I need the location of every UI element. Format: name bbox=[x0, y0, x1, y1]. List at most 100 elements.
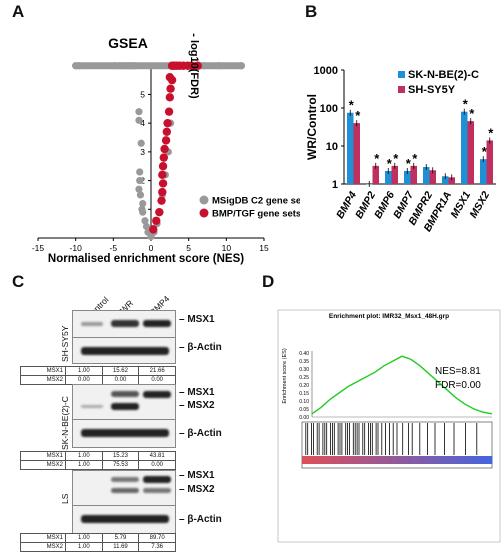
panel-label-a: A bbox=[12, 2, 25, 21]
volcano-chart: GSEA -15-10-5051015123456 - log10(FDR) N… bbox=[32, 33, 300, 265]
enrichment-title: Enrichment plot: IMR32_Msx1_48H.grp bbox=[329, 313, 449, 320]
legend-label-msigdb: MSigDB C2 gene sets bbox=[212, 196, 300, 207]
band bbox=[143, 476, 171, 483]
y-axis-label: WR/Control bbox=[305, 94, 319, 160]
band-label-msx1: – MSX1 bbox=[179, 387, 215, 398]
x-tick-label: 15 bbox=[259, 243, 269, 253]
rank-gradient bbox=[321, 456, 327, 464]
blot-ls bbox=[72, 470, 176, 534]
scatter-point-bmp bbox=[152, 216, 161, 225]
significance-star: * bbox=[387, 156, 393, 171]
table-row: MSX1 1.00 15.62 21.66 bbox=[20, 366, 176, 376]
rank-gradient bbox=[487, 456, 493, 464]
significance-star: * bbox=[469, 106, 475, 121]
rank-gradient bbox=[425, 456, 431, 464]
band-label-actin: – β-Actin bbox=[179, 514, 222, 525]
bar-msx2-skn bbox=[480, 159, 487, 184]
rank-gradient bbox=[392, 456, 398, 464]
bar-bmp6-shsy bbox=[391, 165, 398, 184]
scatter-point-msigdb bbox=[137, 139, 145, 147]
scatter-point-msigdb bbox=[139, 208, 147, 216]
rank-gradient bbox=[311, 456, 317, 464]
category-label: MSX2 bbox=[467, 189, 492, 220]
rank-gradient bbox=[397, 456, 403, 464]
scatter-point-bmp bbox=[155, 207, 164, 217]
band bbox=[111, 477, 139, 482]
rank-gradient bbox=[444, 456, 450, 464]
scatter-point-bmp bbox=[159, 153, 169, 162]
rank-gradient bbox=[439, 456, 445, 464]
y-tick-label: 3 bbox=[140, 147, 145, 157]
significance-star: * bbox=[374, 151, 380, 166]
bar-bmpr1a-shsy bbox=[448, 177, 455, 184]
significance-star: * bbox=[393, 151, 399, 166]
band bbox=[143, 391, 171, 398]
legend-marker-grey bbox=[199, 195, 209, 205]
panel-label-c: C bbox=[12, 272, 25, 291]
bar-bmp7-skn bbox=[404, 170, 411, 184]
panel-label-d: D bbox=[262, 272, 275, 291]
scatter-point-bmp bbox=[160, 144, 169, 154]
rank-gradient bbox=[473, 456, 479, 464]
chart-a-xlabel: Normalised enrichment score (NES) bbox=[48, 253, 244, 265]
table-row: MSX1 1.00 15.23 43.81 bbox=[20, 451, 176, 461]
x-tick-label: -15 bbox=[32, 243, 45, 253]
scatter-point-bmp bbox=[158, 162, 168, 171]
bar-msx1-shsy bbox=[467, 121, 474, 184]
scatter-point-bmp bbox=[165, 73, 175, 82]
x-tick-label: 5 bbox=[186, 243, 191, 253]
band-label-msx2: – MSX2 bbox=[179, 400, 215, 411]
rank-gradient bbox=[406, 456, 412, 464]
rank-gradient bbox=[340, 456, 346, 464]
band bbox=[111, 403, 139, 410]
legend-label-shsy: SH-SY5Y bbox=[408, 84, 456, 96]
band bbox=[81, 429, 169, 437]
rank-gradient bbox=[354, 456, 360, 464]
y-tick-label: 10 bbox=[326, 141, 338, 153]
enrichment-plot: Enrichment plot: IMR32_Msx1_48H.grp 0.40… bbox=[277, 309, 501, 543]
band bbox=[81, 515, 169, 523]
scatter-point-msigdb bbox=[136, 176, 144, 185]
rank-gradient bbox=[449, 456, 455, 464]
band bbox=[81, 347, 169, 355]
significance-star: * bbox=[488, 125, 494, 140]
scatter-point-bmp bbox=[158, 187, 167, 197]
scatter-point-msigdb bbox=[135, 116, 143, 124]
quant-table-shsy5y: MSX1 1.00 15.62 21.66 MSX2 0.00 0.00 0.00 bbox=[20, 366, 176, 385]
blot-sknbe bbox=[72, 384, 176, 448]
band bbox=[111, 488, 139, 493]
enrichment-ylabel: Enrichment score (ES) bbox=[282, 348, 288, 403]
scatter-point-bmp bbox=[158, 179, 168, 188]
scatter-point-bmp bbox=[161, 136, 171, 145]
table-row: MSX2 1.00 75.53 0.00 bbox=[20, 460, 176, 470]
scatter-point-msigdb bbox=[136, 191, 145, 199]
chart-a-title: GSEA bbox=[108, 35, 148, 51]
rank-gradient bbox=[363, 456, 369, 464]
fdr-annotation: FDR=0.00 bbox=[435, 380, 481, 391]
enrichment-curve bbox=[311, 355, 493, 415]
quant-table-sknbe: MSX1 1.00 15.23 43.81 MSX2 1.00 75.53 0.00 bbox=[20, 451, 176, 470]
rank-gradient bbox=[468, 456, 474, 464]
western-blot-panel: Control WR BMP4 SH-SY5Y – MSX1 – β-Actin… bbox=[0, 270, 258, 552]
significance-star: * bbox=[412, 151, 418, 166]
y-tick-label: 0.00 bbox=[299, 415, 309, 421]
scatter-point-msigdb bbox=[139, 199, 147, 208]
legend-swatch-skn bbox=[398, 71, 405, 78]
scatter-point-bmp bbox=[164, 107, 174, 116]
divider bbox=[73, 337, 175, 338]
cell-label-ls: LS bbox=[60, 493, 70, 504]
scatter-point-msigdb bbox=[136, 168, 144, 176]
significance-star: * bbox=[463, 97, 469, 112]
band-label-msx1: – MSX1 bbox=[179, 470, 215, 481]
scatter-point-bmp bbox=[165, 93, 175, 102]
rank-gradient bbox=[316, 456, 322, 464]
x-tick-label: 10 bbox=[222, 243, 232, 253]
legend-label-bmp: BMP/TGF gene sets bbox=[212, 209, 300, 220]
y-tick-label: 0.15 bbox=[299, 391, 309, 397]
rank-gradient bbox=[477, 456, 483, 464]
bar-bmp6-skn bbox=[385, 170, 392, 184]
rank-gradient bbox=[482, 456, 488, 464]
rank-gradient bbox=[325, 456, 331, 464]
rank-gradient bbox=[430, 456, 436, 464]
